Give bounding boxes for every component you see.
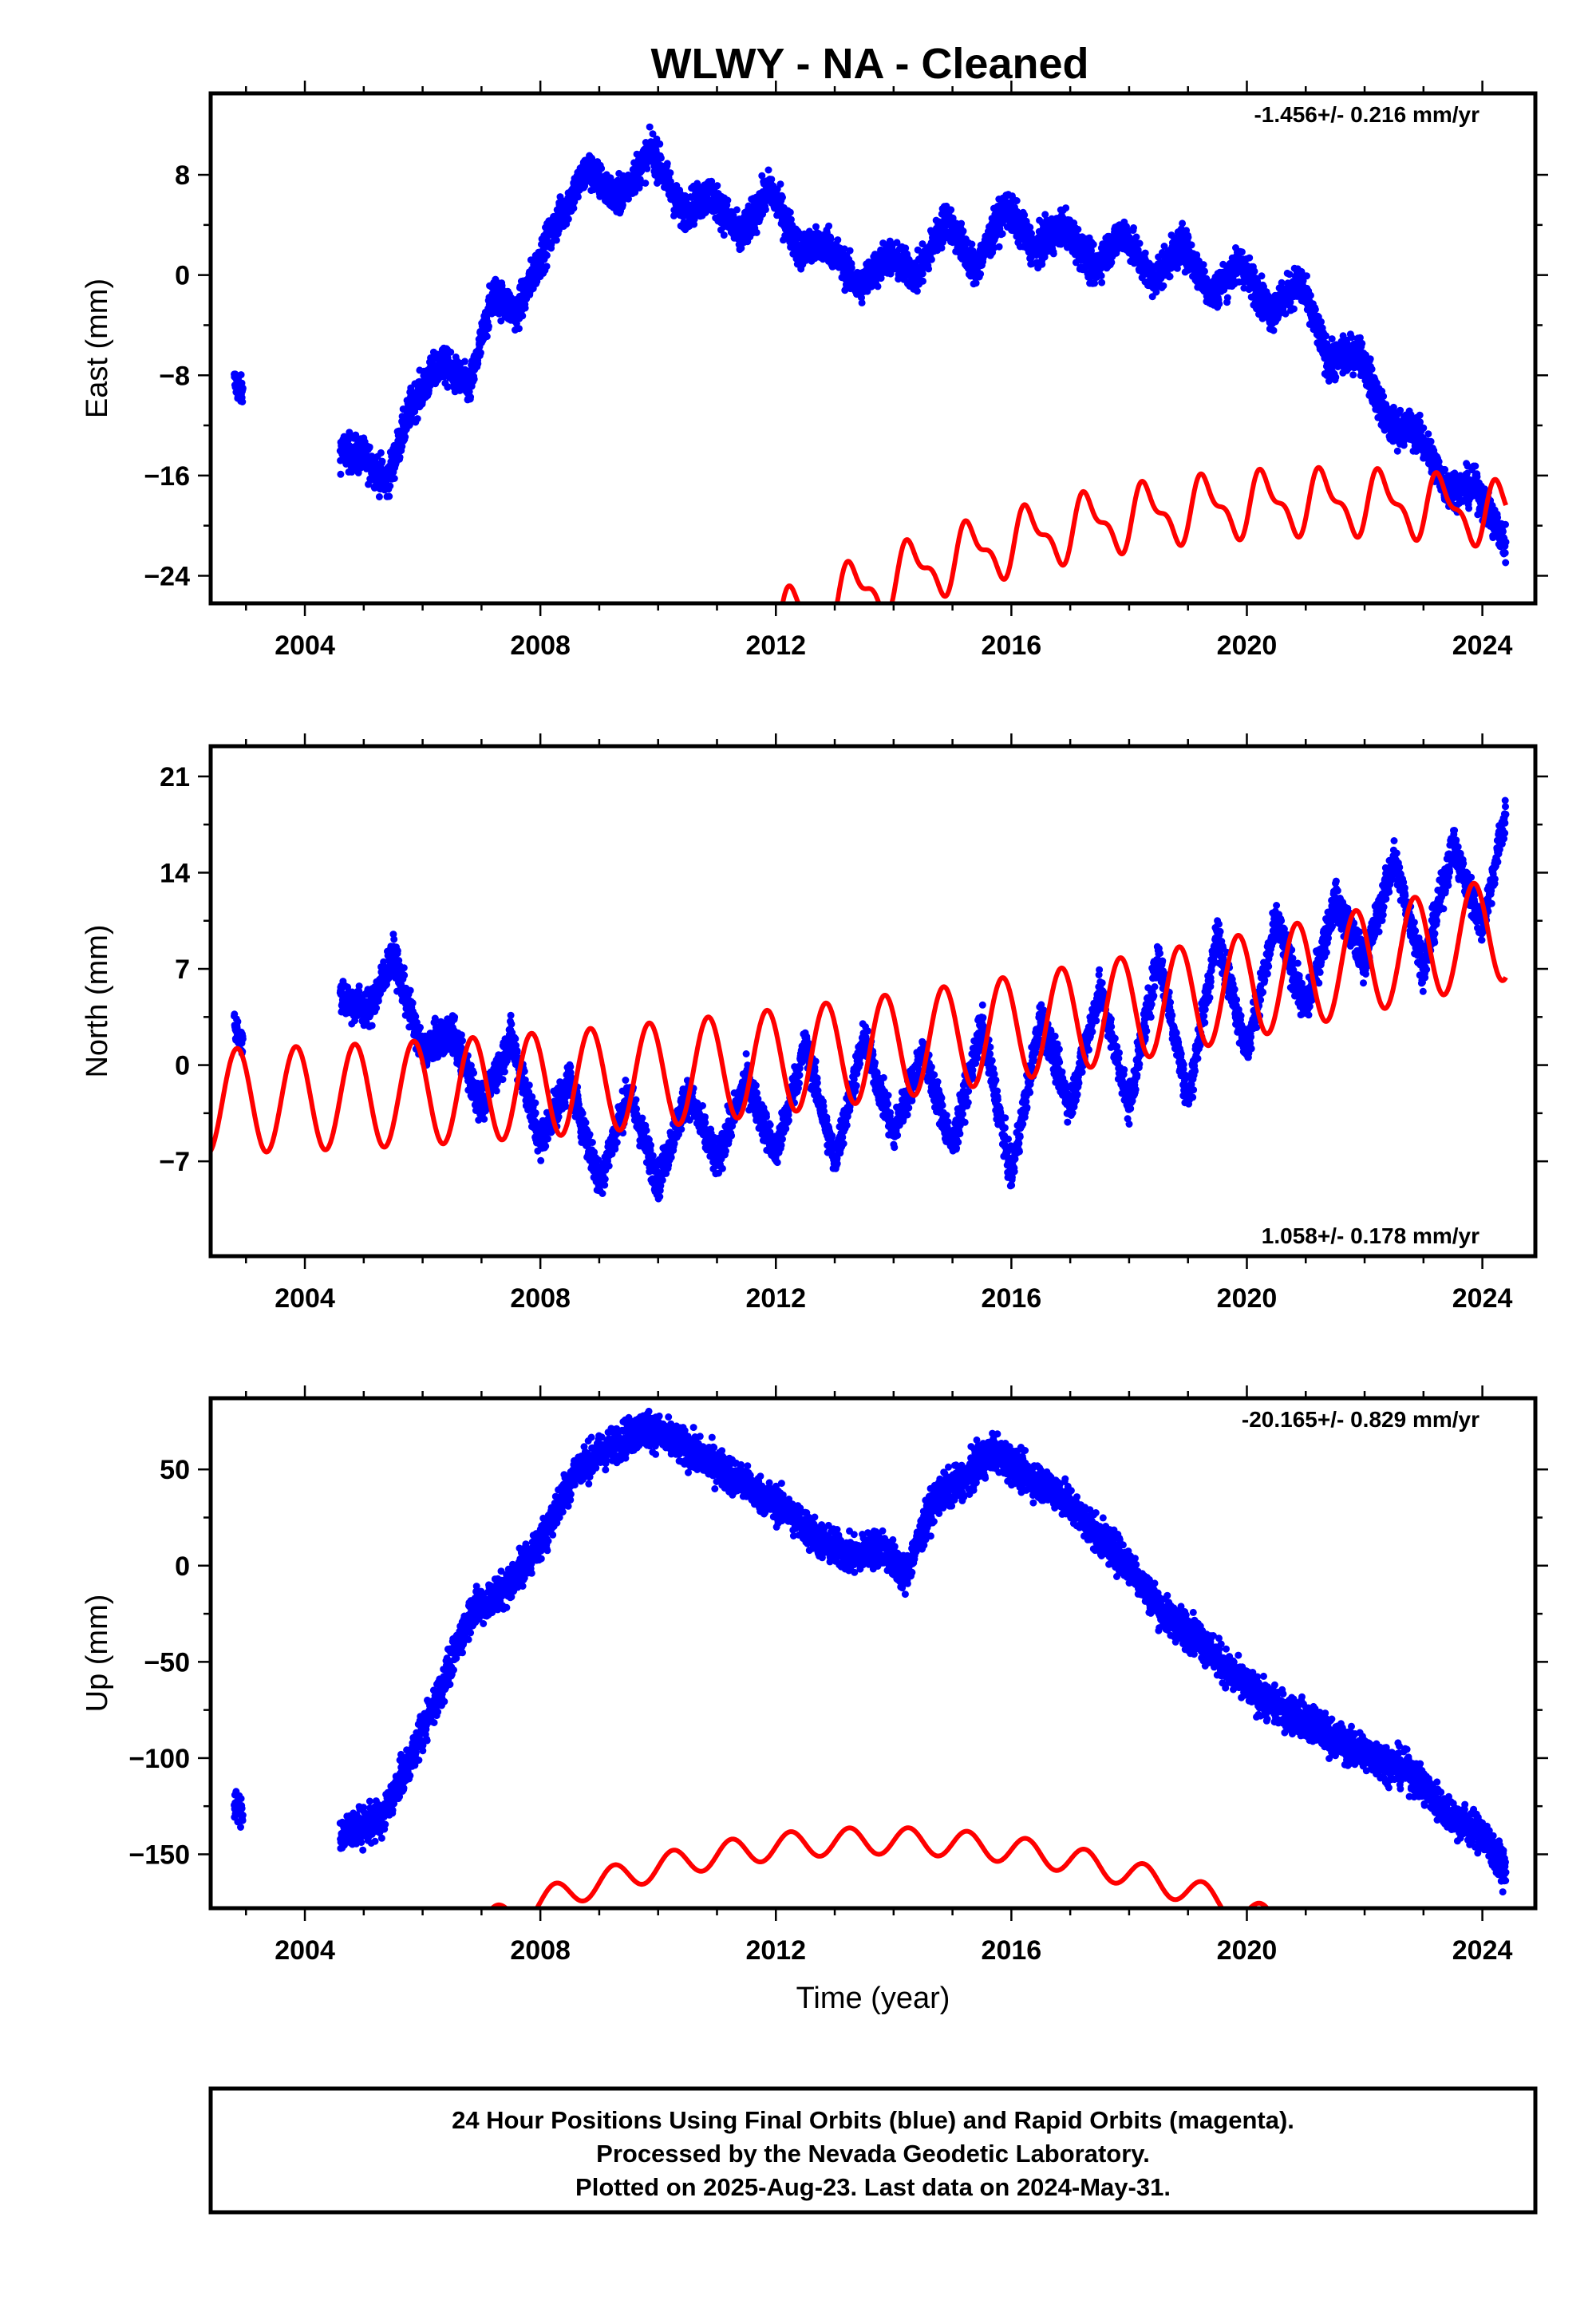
x-tick-label: 2016 bbox=[982, 1935, 1042, 1966]
y-tick-label: 0 bbox=[175, 261, 190, 291]
x-tick-label: 2020 bbox=[1217, 1935, 1278, 1966]
x-tick-label: 2008 bbox=[510, 1935, 571, 1966]
x-tick-label: 2020 bbox=[1217, 630, 1278, 661]
y-tick-label: −150 bbox=[128, 1840, 190, 1870]
figure-title: WLWY - NA - Cleaned bbox=[650, 40, 1088, 88]
footer-line-1: 24 Hour Positions Using Final Orbits (bl… bbox=[452, 2106, 1294, 2134]
x-tick-label: 2016 bbox=[982, 630, 1042, 661]
observation-dots bbox=[231, 123, 1510, 567]
footer-box bbox=[208, 2086, 1538, 2215]
x-tick-label: 2012 bbox=[745, 630, 806, 661]
observation-points bbox=[231, 1407, 1510, 1896]
rate-label: -1.456+/- 0.216 mm/yr bbox=[1254, 102, 1479, 127]
y-tick-label: 0 bbox=[175, 1551, 190, 1582]
east-panel: 2004 2008 2012 2016 2020 2024 −24 −16 −8 0 8 East (… bbox=[81, 81, 1548, 661]
observation-dots bbox=[231, 1407, 1510, 1896]
model-series bbox=[780, 464, 1508, 603]
x-tick-label: 2016 bbox=[982, 1283, 1042, 1314]
x-tick-label: 2024 bbox=[1452, 630, 1513, 661]
observation-dots bbox=[231, 796, 1510, 1203]
y-tick-label: 7 bbox=[175, 954, 190, 985]
plot-frame bbox=[208, 91, 1538, 606]
model-curve bbox=[488, 1825, 1270, 1908]
y-tick-label: −24 bbox=[144, 561, 190, 591]
x-tick-label: 2024 bbox=[1452, 1283, 1513, 1314]
x-tick-label: 2008 bbox=[510, 630, 571, 661]
x-axis-title: Time (year) bbox=[796, 1982, 950, 2015]
y-tick-label: 8 bbox=[175, 160, 190, 191]
y-tick-label: 14 bbox=[160, 858, 190, 888]
footer-line-2: Processed by the Nevada Geodetic Laborat… bbox=[596, 2140, 1150, 2168]
y-tick-label: −50 bbox=[144, 1647, 190, 1678]
y-axis-title: Up (mm) bbox=[81, 1595, 114, 1713]
x-tick-label: 2008 bbox=[510, 1283, 571, 1314]
model-curve bbox=[780, 464, 1508, 603]
observation-points bbox=[231, 123, 1510, 567]
observation-points bbox=[231, 796, 1510, 1203]
y-tick-label: −8 bbox=[159, 361, 190, 391]
x-tick-label: 2020 bbox=[1217, 1283, 1278, 1314]
x-tick-label: 2012 bbox=[745, 1935, 806, 1966]
y-tick-label: −16 bbox=[144, 461, 190, 492]
y-tick-label: 50 bbox=[160, 1455, 190, 1485]
y-axis-title: North (mm) bbox=[81, 924, 114, 1077]
north-panel: 2004 2008 2012 2016 2020 2024 −7 0 7 14 21 North (m… bbox=[81, 733, 1548, 1314]
x-tick-label: 2004 bbox=[275, 1283, 335, 1314]
y-tick-label: −100 bbox=[128, 1744, 190, 1774]
x-tick-label: 2012 bbox=[745, 1283, 806, 1314]
y-axis-title: East (mm) bbox=[81, 279, 114, 418]
plot-frame bbox=[208, 744, 1538, 1259]
rate-label: -20.165+/- 0.829 mm/yr bbox=[1242, 1407, 1479, 1432]
x-tick-label: 2024 bbox=[1452, 1935, 1513, 1966]
plot-frame bbox=[208, 1396, 1538, 1911]
model-series bbox=[488, 1825, 1270, 1908]
y-tick-label: −7 bbox=[159, 1147, 190, 1177]
up-panel: 2004 2008 2012 2016 2020 2024 −150 −100 −50 0 50 Up… bbox=[81, 1385, 1548, 1966]
footer-line-3: Plotted on 2025-Aug-23. Last data on 202… bbox=[575, 2173, 1171, 2201]
x-tick-label: 2004 bbox=[275, 630, 335, 661]
y-tick-label: 21 bbox=[160, 762, 190, 792]
rate-label: 1.058+/- 0.178 mm/yr bbox=[1262, 1223, 1479, 1248]
model-curve bbox=[211, 880, 1508, 1155]
x-tick-label: 2004 bbox=[275, 1935, 335, 1966]
y-tick-label: 0 bbox=[175, 1051, 190, 1081]
model-series bbox=[211, 880, 1508, 1155]
